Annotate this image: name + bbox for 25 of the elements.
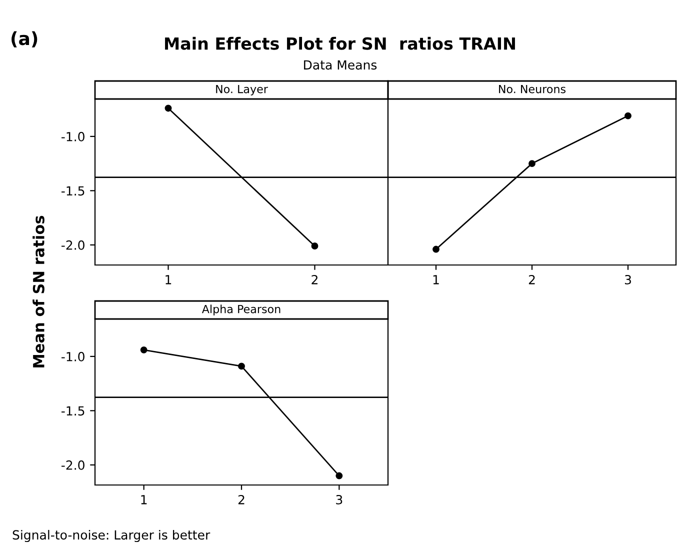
x-tick-label: 2 bbox=[528, 274, 535, 284]
x-tick-label: 1 bbox=[141, 495, 147, 504]
x-tick-label: 1 bbox=[166, 275, 172, 284]
text: Data Means bbox=[304, 60, 377, 70]
point bbox=[336, 472, 343, 480]
chart-title: Alpha Pearson bbox=[202, 304, 280, 316]
x-tick-label: 1 bbox=[433, 275, 439, 284]
chart-title: No. Neurons bbox=[499, 84, 566, 94]
y-tick-label: -2.0 bbox=[62, 460, 84, 470]
point bbox=[140, 346, 148, 354]
x-tick-label: 2 bbox=[312, 274, 318, 284]
y-axis-title: Mean of SN ratios bbox=[32, 216, 44, 368]
y-tick-label: -1.0 bbox=[62, 352, 84, 362]
point bbox=[238, 362, 245, 370]
chart-title: No. Layer bbox=[216, 84, 268, 96]
y-tick-label: -1.0 bbox=[62, 132, 84, 142]
y-tick-label: -1.5 bbox=[62, 406, 84, 416]
x-tick-label: 3 bbox=[336, 494, 342, 504]
text: Signal-to-noise: Larger is better bbox=[12, 530, 210, 542]
y-tick-label: -1.5 bbox=[62, 186, 84, 196]
x-tick-label: 3 bbox=[624, 274, 631, 284]
y-tick-label: -2.0 bbox=[62, 240, 84, 250]
x-tick-label: 2 bbox=[238, 494, 244, 504]
text: (a) bbox=[12, 31, 38, 48]
text: Main Effects Plot for SN ratios TRAIN bbox=[165, 36, 515, 50]
